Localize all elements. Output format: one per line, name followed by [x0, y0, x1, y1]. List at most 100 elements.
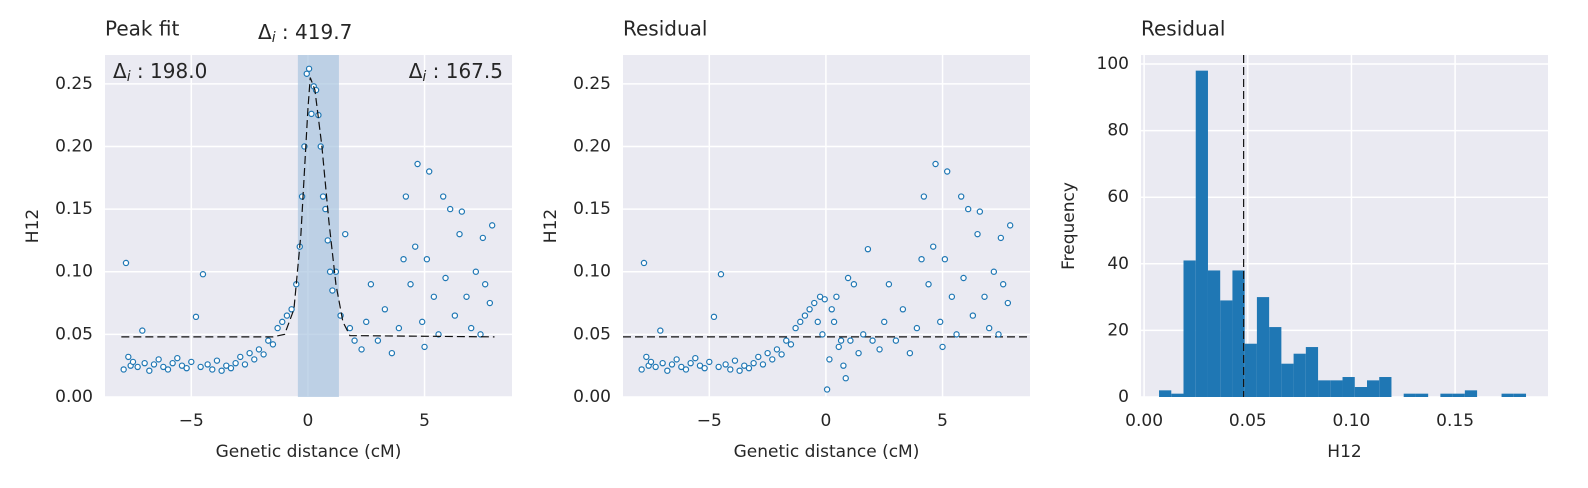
point: [932, 160, 939, 168]
point: [668, 361, 676, 368]
point: [303, 70, 310, 77]
annotation: Δi : 419.7: [258, 20, 352, 47]
point: [664, 367, 671, 374]
y-tick-label: 0.15: [573, 199, 611, 219]
point: [773, 346, 781, 353]
point: [759, 361, 767, 368]
y-axis-label: Frequency: [1059, 182, 1079, 270]
point: [269, 341, 277, 348]
point: [218, 367, 225, 374]
point: [801, 312, 809, 319]
point: [953, 331, 960, 338]
point: [828, 306, 835, 313]
point: [860, 331, 867, 338]
bar: [1269, 327, 1282, 397]
x-tick-label: −5: [697, 411, 722, 431]
point: [374, 337, 382, 344]
point: [414, 160, 421, 168]
bar: [1354, 387, 1367, 397]
point: [778, 351, 785, 358]
bar: [1452, 393, 1465, 397]
point: [308, 110, 315, 118]
point: [715, 363, 722, 371]
point: [833, 293, 840, 300]
point: [997, 234, 1005, 242]
x-tick-label: 0.00: [1125, 411, 1163, 431]
x-tick-label: 0.05: [1229, 411, 1267, 431]
point: [892, 337, 900, 344]
point: [329, 287, 336, 294]
point: [855, 349, 862, 357]
chart-title: Residual: [1141, 17, 1225, 41]
point: [174, 354, 181, 362]
point: [139, 327, 146, 334]
point: [995, 331, 1002, 338]
point: [442, 274, 449, 282]
point: [787, 341, 795, 348]
point: [183, 364, 190, 372]
point: [957, 193, 965, 200]
x-tick-label: 5: [937, 411, 948, 431]
point: [120, 366, 127, 373]
point: [381, 306, 389, 313]
point: [830, 318, 838, 326]
point: [948, 293, 956, 300]
point: [419, 318, 426, 326]
point: [134, 363, 141, 371]
point: [985, 324, 993, 332]
point: [204, 361, 211, 368]
point: [811, 299, 818, 307]
y-tick-label: 0.25: [55, 74, 93, 94]
point: [727, 366, 734, 373]
point: [260, 351, 267, 358]
point: [1004, 299, 1012, 307]
y-tick-label: 80: [1107, 121, 1129, 141]
point: [178, 362, 186, 369]
point: [638, 366, 645, 373]
point: [197, 363, 204, 371]
bar: [1220, 300, 1233, 397]
point: [477, 331, 484, 338]
point: [755, 353, 762, 361]
point: [472, 268, 480, 275]
bar: [1305, 347, 1319, 397]
chart-title: Peak fit: [105, 17, 179, 41]
y-axis-label: H12: [23, 209, 43, 243]
point: [426, 168, 433, 175]
bar: [1293, 353, 1306, 397]
point: [792, 324, 799, 332]
point: [146, 367, 153, 374]
point: [319, 193, 327, 200]
point: [717, 271, 725, 278]
point: [964, 205, 972, 213]
x-tick-label: 0: [821, 411, 832, 431]
y-tick-label: 0: [1118, 387, 1129, 407]
point: [769, 356, 776, 363]
point: [439, 193, 447, 200]
point: [960, 274, 967, 282]
bar: [1244, 343, 1257, 397]
x-tick-label: −5: [179, 411, 204, 431]
y-tick-label: 0.25: [573, 74, 611, 94]
point: [237, 353, 244, 361]
x-tick-label: 0: [303, 411, 314, 431]
point: [388, 349, 396, 357]
point: [876, 346, 883, 353]
point: [324, 237, 331, 244]
point: [400, 255, 407, 263]
point: [741, 362, 748, 369]
point: [188, 358, 195, 366]
point: [939, 343, 946, 351]
point: [402, 193, 410, 200]
x-tick-label: 0.10: [1333, 411, 1371, 431]
point: [750, 359, 757, 367]
point: [764, 349, 771, 357]
y-tick-label: 0.10: [55, 262, 93, 282]
point: [463, 293, 470, 300]
point: [430, 293, 438, 300]
point: [710, 313, 718, 321]
bar: [1464, 390, 1478, 397]
point: [125, 353, 132, 361]
point: [969, 312, 977, 319]
